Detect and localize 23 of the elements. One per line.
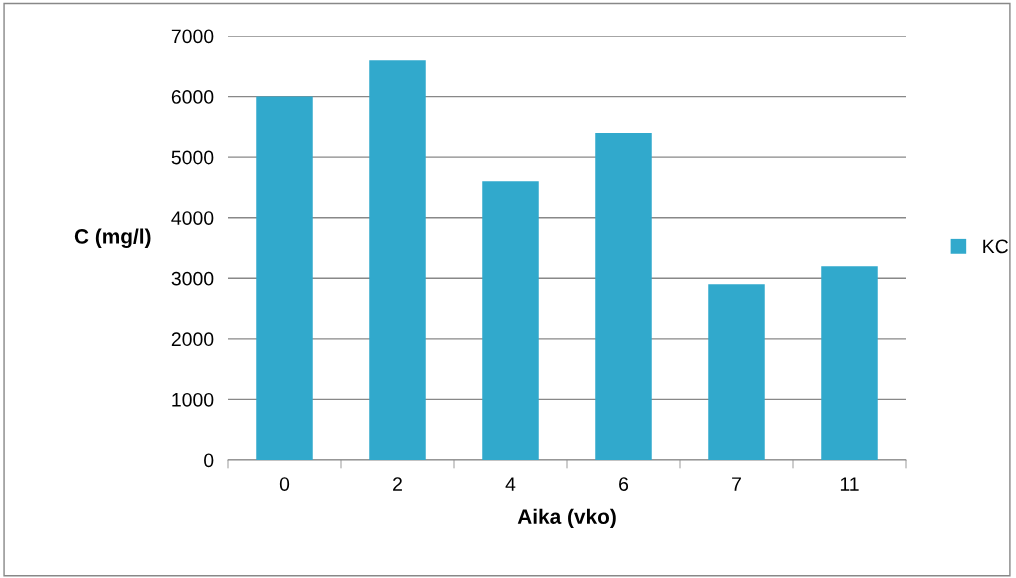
y-tick-label: 2000 [171,332,214,347]
y-tick-label: 4000 [171,211,214,225]
bar [256,96,313,460]
bar [821,266,878,460]
x-tick-label: 4 [505,477,516,491]
bar [482,181,539,460]
bar [595,132,652,460]
bar [708,284,765,460]
x-tick-label: 6 [619,477,629,491]
legend-label: KC [983,239,1008,254]
x-axis-title: Aika (vko) [517,508,616,529]
y-tick-label: 0 [204,453,214,468]
y-tick-label: 6000 [171,90,214,104]
y-tick-label: 5000 [171,150,214,165]
y-tick-label: 1000 [172,392,214,407]
x-tick-label: 0 [279,477,290,491]
y-axis-title: C (mg/l) [74,228,151,248]
x-tick-label: 7 [732,477,741,491]
x-tick-label: 2 [393,477,402,491]
y-tick-label: 7000 [171,29,214,44]
y-tick-label: 3000 [171,271,214,286]
bar [369,60,426,460]
x-tick-label: 11 [840,477,859,491]
